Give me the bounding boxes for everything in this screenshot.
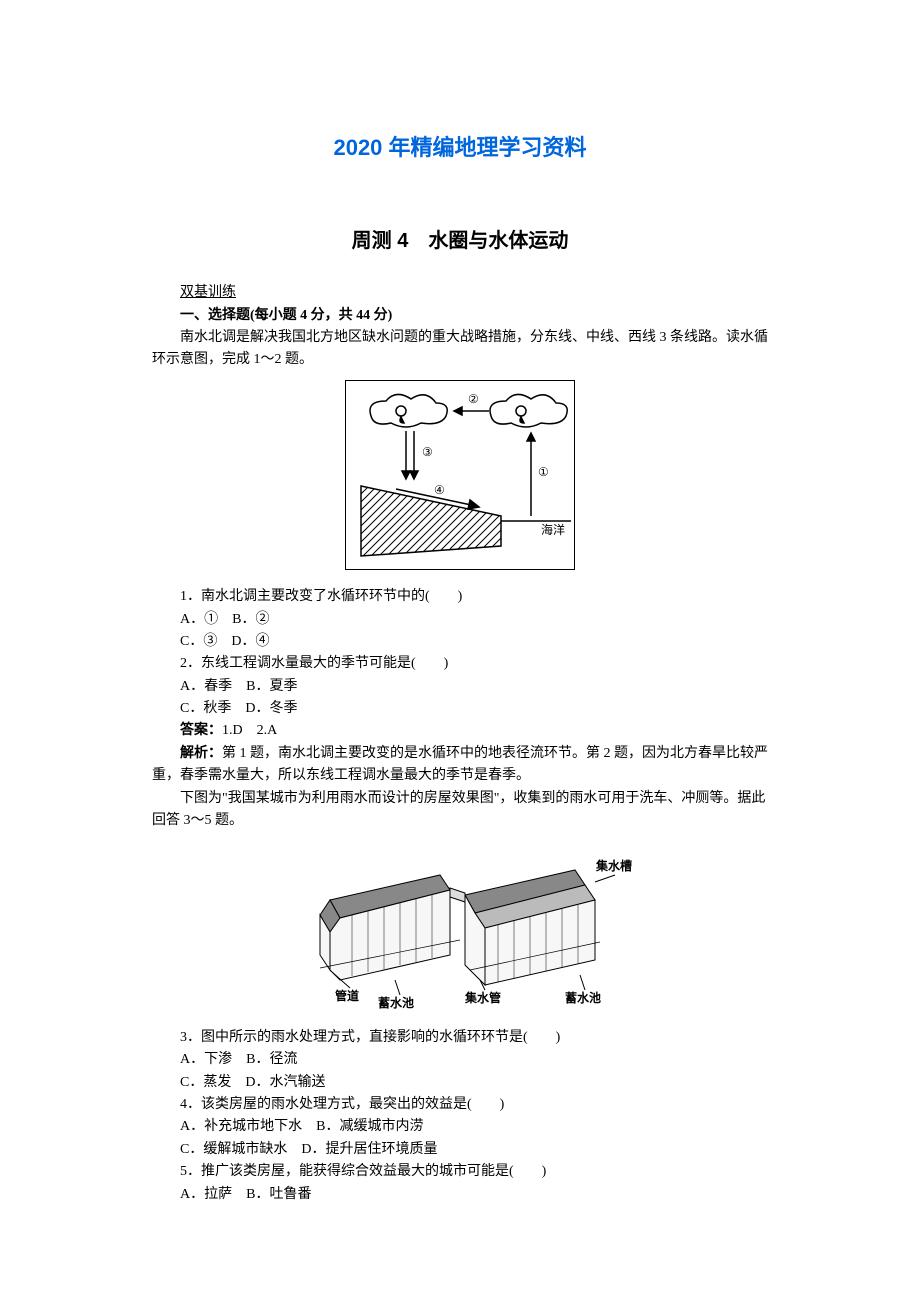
label-3: ③ <box>422 445 433 459</box>
house-rainwater-diagram: 集水槽 管道 蓄水池 集水管 蓄水池 <box>280 840 640 1010</box>
q2-optB: B．夏季 <box>246 679 297 694</box>
trough-icon <box>450 888 465 902</box>
intro-text-1: 南水北调是解决我国北方地区缺水问题的重大战略措施，分东线、中线、西线 3 条线路… <box>152 327 768 372</box>
q5-optB: B．吐鲁番 <box>246 1187 311 1202</box>
q4-optA: A．补充城市地下水 <box>180 1119 302 1134</box>
q5-row1: A．拉萨 B．吐鲁番 <box>152 1184 768 1206</box>
q2-row2: C．秋季 D．冬季 <box>152 698 768 720</box>
q1-optC: C．③ <box>180 634 217 649</box>
q1-optA: A．① <box>180 612 218 627</box>
q4-row2: C．缓解城市缺水 D．提升居住环境质量 <box>152 1139 768 1161</box>
section-label: 双基训练 <box>152 282 768 304</box>
intro-text-2: 下图为"我国某城市为利用雨水而设计的房屋效果图"，收集到的雨水可用于洗车、冲厕等… <box>152 788 768 833</box>
q2-row1: A．春季 B．夏季 <box>152 676 768 698</box>
main-title: 2020 年精编地理学习资料 <box>152 130 768 165</box>
figure-1: ② ③ ① ④ 海洋 <box>152 380 768 578</box>
q1-optD: D．④ <box>231 634 269 649</box>
ocean-label: 海洋 <box>541 522 565 537</box>
explain-12: 解析：第 1 题，南水北调主要改变的是水循环中的地表径流环节。第 2 题，因为北… <box>152 743 768 788</box>
q4-optD: D．提升居住环境质量 <box>301 1142 437 1157</box>
q3-optD: D．水汽输送 <box>245 1075 325 1090</box>
q5-optA: A．拉萨 <box>180 1187 232 1202</box>
label-trough: 集水槽 <box>595 858 632 873</box>
q3-row1: A．下渗 B．径流 <box>152 1049 768 1071</box>
answer-label: 答案： <box>180 723 222 738</box>
explain-label: 解析： <box>180 746 222 761</box>
q3-optB: B．径流 <box>246 1052 297 1067</box>
q4-optC: C．缓解城市缺水 <box>180 1142 287 1157</box>
part-heading: 一、选择题(每小题 4 分，共 44 分) <box>152 305 768 327</box>
q4-stem: 4．该类房屋的雨水处理方式，最突出的效益是( ) <box>152 1094 768 1116</box>
q3-row2: C．蒸发 D．水汽输送 <box>152 1072 768 1094</box>
label-reservoir-left: 蓄水池 <box>378 995 414 1010</box>
label-1: ① <box>538 465 549 479</box>
q1-optB: B．② <box>232 612 269 627</box>
q3-stem: 3．图中所示的雨水处理方式，直接影响的水循环环节是( ) <box>152 1027 768 1049</box>
q1-row1: A．① B．② <box>152 609 768 631</box>
label-4: ④ <box>434 483 445 497</box>
q3-optA: A．下渗 <box>180 1052 232 1067</box>
label-reservoir-right: 蓄水池 <box>565 990 601 1005</box>
q1-row2: C．③ D．④ <box>152 631 768 653</box>
q4-row1: A．补充城市地下水 B．减缓城市内涝 <box>152 1116 768 1138</box>
label-2: ② <box>468 392 479 406</box>
q1-stem: 1．南水北调主要改变了水循环环节中的( ) <box>152 586 768 608</box>
label-collector: 集水管 <box>464 990 501 1005</box>
figure-2: 集水槽 管道 蓄水池 集水管 蓄水池 <box>152 840 768 1018</box>
explain-text: 第 1 题，南水北调主要改变的是水循环中的地表径流环节。第 2 题，因为北方春旱… <box>152 746 768 783</box>
water-cycle-diagram: ② ③ ① ④ 海洋 <box>345 380 575 570</box>
part-heading-text: 一、选择题(每小题 4 分，共 44 分) <box>180 308 392 323</box>
q2-optC: C．秋季 <box>180 701 231 716</box>
q2-optD: D．冬季 <box>245 701 297 716</box>
q2-optA: A．春季 <box>180 679 232 694</box>
label-pipe: 管道 <box>335 988 359 1003</box>
q5-stem: 5．推广该类房屋，能获得综合效益最大的城市可能是( ) <box>152 1161 768 1183</box>
answer-12: 答案：1.D 2.A <box>152 720 768 742</box>
q3-optC: C．蒸发 <box>180 1075 231 1090</box>
answer-text: 1.D 2.A <box>222 723 277 738</box>
sub-title: 周测 4 水圈与水体运动 <box>152 225 768 257</box>
q4-optB: B．减缓城市内涝 <box>316 1119 423 1134</box>
house-right-icon <box>465 870 595 985</box>
q2-stem: 2．东线工程调水量最大的季节可能是( ) <box>152 653 768 675</box>
